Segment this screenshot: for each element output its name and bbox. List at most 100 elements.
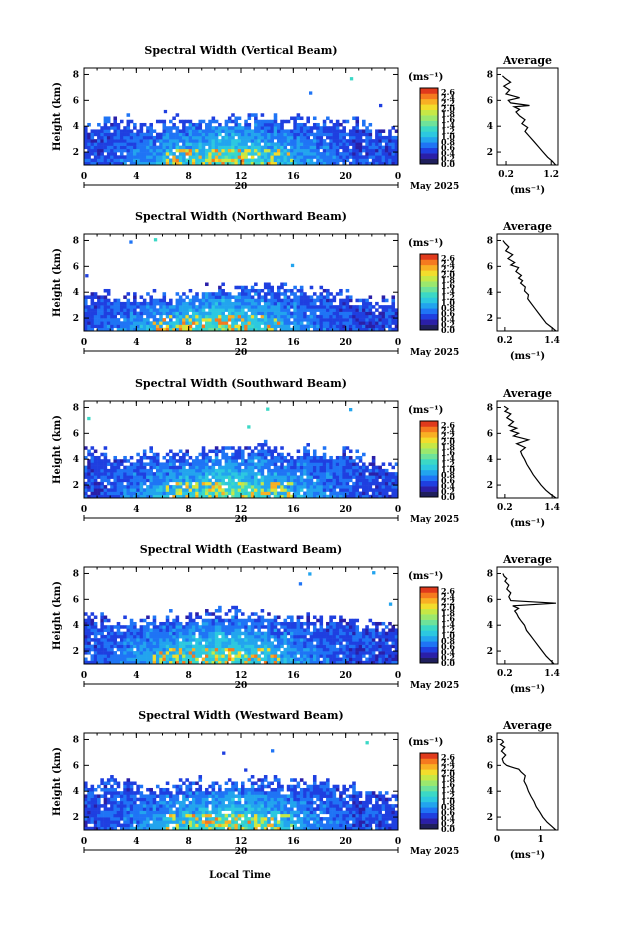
heatmap-cell [267,472,271,476]
heatmap-cell [286,657,291,662]
heatmap-cell [133,472,137,476]
heatmap-cell [345,321,350,325]
heatmap-cell [201,142,206,146]
heatmap-cell [348,634,353,639]
heatmap-cell [182,494,186,498]
colorbar-swatch [420,131,438,138]
heatmap-cell [250,455,255,460]
heatmap-cell [293,462,297,466]
colorbar-swatch [420,302,438,309]
heatmap-cell [273,155,278,159]
heatmap-cell [270,311,275,316]
heatmap-cell [260,647,265,652]
heatmap-cell [352,488,356,492]
heatmap-cell [234,488,239,492]
heatmap-cell [335,324,340,329]
heatmap-cell [263,618,268,623]
heatmap-cell [322,324,327,329]
heatmap-cell [142,657,147,662]
heatmap-cell [159,475,163,479]
heatmap-cell [227,139,232,143]
heatmap-cell [342,644,346,649]
heatmap-cell [312,308,317,312]
heatmap-cell [162,145,167,150]
heatmap-cell [326,132,330,137]
heatmap-cell [227,491,232,496]
heatmap-cell [84,129,88,133]
heatmap-cell [339,311,343,316]
heatmap-cell [290,135,294,140]
heatmap-cell [188,139,193,143]
heatmap-cell [263,657,268,662]
heatmap-cell [188,327,193,331]
heatmap-cell [299,638,304,642]
heatmap-cell [116,465,121,470]
heatmap-cell [103,615,108,620]
heatmap-cell [110,142,114,146]
heatmap-cell [90,468,95,473]
heatmap-cell [358,135,363,140]
heatmap-cell [306,612,310,616]
colorbar-swatch [420,136,438,143]
colorbar-swatch [420,308,438,315]
heatmap-cell [280,282,284,287]
heatmap-cell [162,657,167,662]
heatmap-cell [129,644,134,649]
colorbar-tick-label: 1.2 [441,292,455,302]
heatmap-cell [208,654,212,658]
heatmap-cell [303,318,307,322]
heatmap-cell [93,628,98,632]
heatmap-cell [384,155,389,159]
heatmap-cell [87,145,91,150]
heatmap-cell [103,455,108,460]
average-frame [496,233,559,332]
heatmap-cell [237,122,242,127]
heatmap-cell [260,494,265,498]
heatmap-cell [169,455,173,460]
heatmap-cell [175,145,180,150]
heatmap-cell [165,135,170,140]
heatmap-cell [254,465,258,470]
heatmap-cell [214,449,219,454]
heatmap-cell [218,122,222,127]
heatmap-cell [267,152,271,156]
heatmap-cell [139,462,144,466]
heatmap-cell [93,491,98,496]
heatmap-cell [175,621,180,626]
heatmap-cell [214,485,219,489]
heatmap-cell [175,615,180,620]
heatmap-cell [270,305,275,309]
heatmap-cell [106,158,111,163]
heatmap-cell [322,161,327,165]
heatmap-cell [146,321,150,325]
heatmap-cell [231,113,235,117]
heatmap-cell [227,155,232,159]
heatmap-cell [221,282,225,287]
heatmap-cell [290,631,294,636]
heatmap-cell [100,148,104,153]
heatmap-cell [332,465,337,470]
heatmap-cell [388,314,392,319]
heatmap-cell [335,119,340,124]
heatmap-cell [362,314,366,319]
heatmap-cell [237,161,242,165]
heatmap-cell [231,119,235,124]
heatmap-cell [149,126,153,130]
heatmap-cell [136,301,140,306]
heatmap-cell [257,139,261,143]
heatmap-cell [312,628,317,632]
heatmap-cell [139,324,144,329]
heatmap-cell [119,485,124,489]
heatmap-cell [368,305,373,309]
heatmap-cell [123,155,127,159]
heatmap-cell [87,161,91,165]
heatmap-cell [191,135,196,140]
heatmap-cell [100,657,104,662]
heatmap-cell [133,638,137,642]
heatmap-cell [283,139,288,143]
heatmap-cell [270,285,275,290]
heatmap-cell [185,475,189,479]
heatmap-cell [84,327,88,331]
heatmap-cell [188,618,193,623]
heatmap-cell [172,462,176,466]
